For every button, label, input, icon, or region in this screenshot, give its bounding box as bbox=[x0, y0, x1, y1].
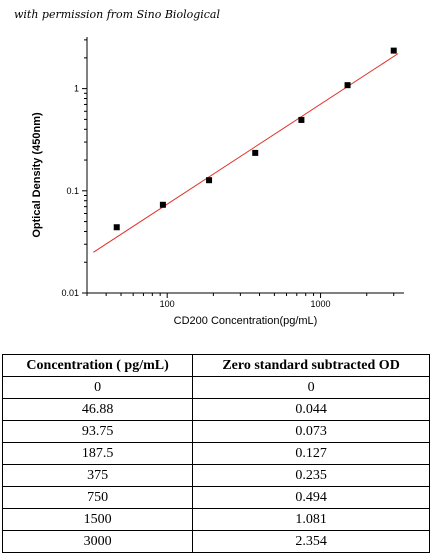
y-tick-label: 1 bbox=[74, 84, 79, 94]
table-row: 750 0.494 bbox=[1, 486, 430, 509]
od-cell: 0 bbox=[192, 376, 430, 399]
credit-text: with permission from Sino Biological bbox=[14, 8, 221, 21]
data-point bbox=[159, 201, 166, 208]
x-tick-label: 1000 bbox=[311, 299, 331, 309]
data-table: Concentration ( pg/mL) Zero standard sub… bbox=[1, 354, 430, 553]
x-axis-label: CD200 Concentration(pg/mL) bbox=[174, 315, 318, 327]
table-row: 46.88 0.044 bbox=[1, 398, 430, 421]
table-row: 3000 2.354 bbox=[1, 530, 430, 553]
x-tick-label: 100 bbox=[160, 299, 175, 309]
data-point bbox=[113, 224, 120, 231]
table-row: 1500 1.081 bbox=[1, 508, 430, 531]
data-point bbox=[390, 47, 397, 54]
concentration-cell: 0 bbox=[1, 376, 194, 399]
od-cell: 0.044 bbox=[192, 398, 430, 421]
table-header-row: Concentration ( pg/mL) Zero standard sub… bbox=[1, 354, 430, 377]
concentration-cell: 750 bbox=[1, 486, 194, 509]
standard-curve-chart: 100 1000 0.01 0.1 1 CD200 Concentration(pg/m… bbox=[31, 37, 404, 327]
od-cell: 1.081 bbox=[192, 508, 430, 531]
od-cell: 0.073 bbox=[192, 420, 430, 443]
data-points bbox=[113, 47, 397, 231]
table-row: 375 0.235 bbox=[1, 464, 430, 487]
concentration-cell: 3000 bbox=[1, 530, 194, 553]
y-tick-label: 0.1 bbox=[66, 186, 79, 196]
data-point bbox=[298, 116, 305, 123]
data-point bbox=[252, 149, 259, 156]
data-point bbox=[344, 82, 351, 89]
fit-line-group bbox=[93, 53, 399, 253]
table-row: 93.75 0.073 bbox=[1, 420, 430, 443]
concentration-cell: 187.5 bbox=[1, 442, 194, 465]
od-cell: 2.354 bbox=[192, 530, 430, 553]
concentration-cell: 93.75 bbox=[1, 420, 194, 443]
od-cell: 0.235 bbox=[192, 464, 430, 487]
axes: 100 1000 0.01 0.1 1 bbox=[61, 37, 404, 309]
fit-line bbox=[93, 53, 399, 253]
concentration-cell: 375 bbox=[1, 464, 194, 487]
od-cell: 0.494 bbox=[192, 486, 430, 509]
header-concentration: Concentration ( pg/mL) bbox=[1, 354, 194, 377]
concentration-cell: 1500 bbox=[1, 508, 194, 531]
y-axis-label: Optical Density (450nm) bbox=[31, 112, 43, 238]
concentration-cell: 46.88 bbox=[1, 398, 194, 421]
table-row: 187.5 0.127 bbox=[1, 442, 430, 465]
data-point bbox=[206, 177, 213, 184]
od-cell: 0.127 bbox=[192, 442, 430, 465]
header-od: Zero standard subtracted OD bbox=[192, 354, 430, 377]
y-tick-label: 0.01 bbox=[61, 288, 79, 298]
